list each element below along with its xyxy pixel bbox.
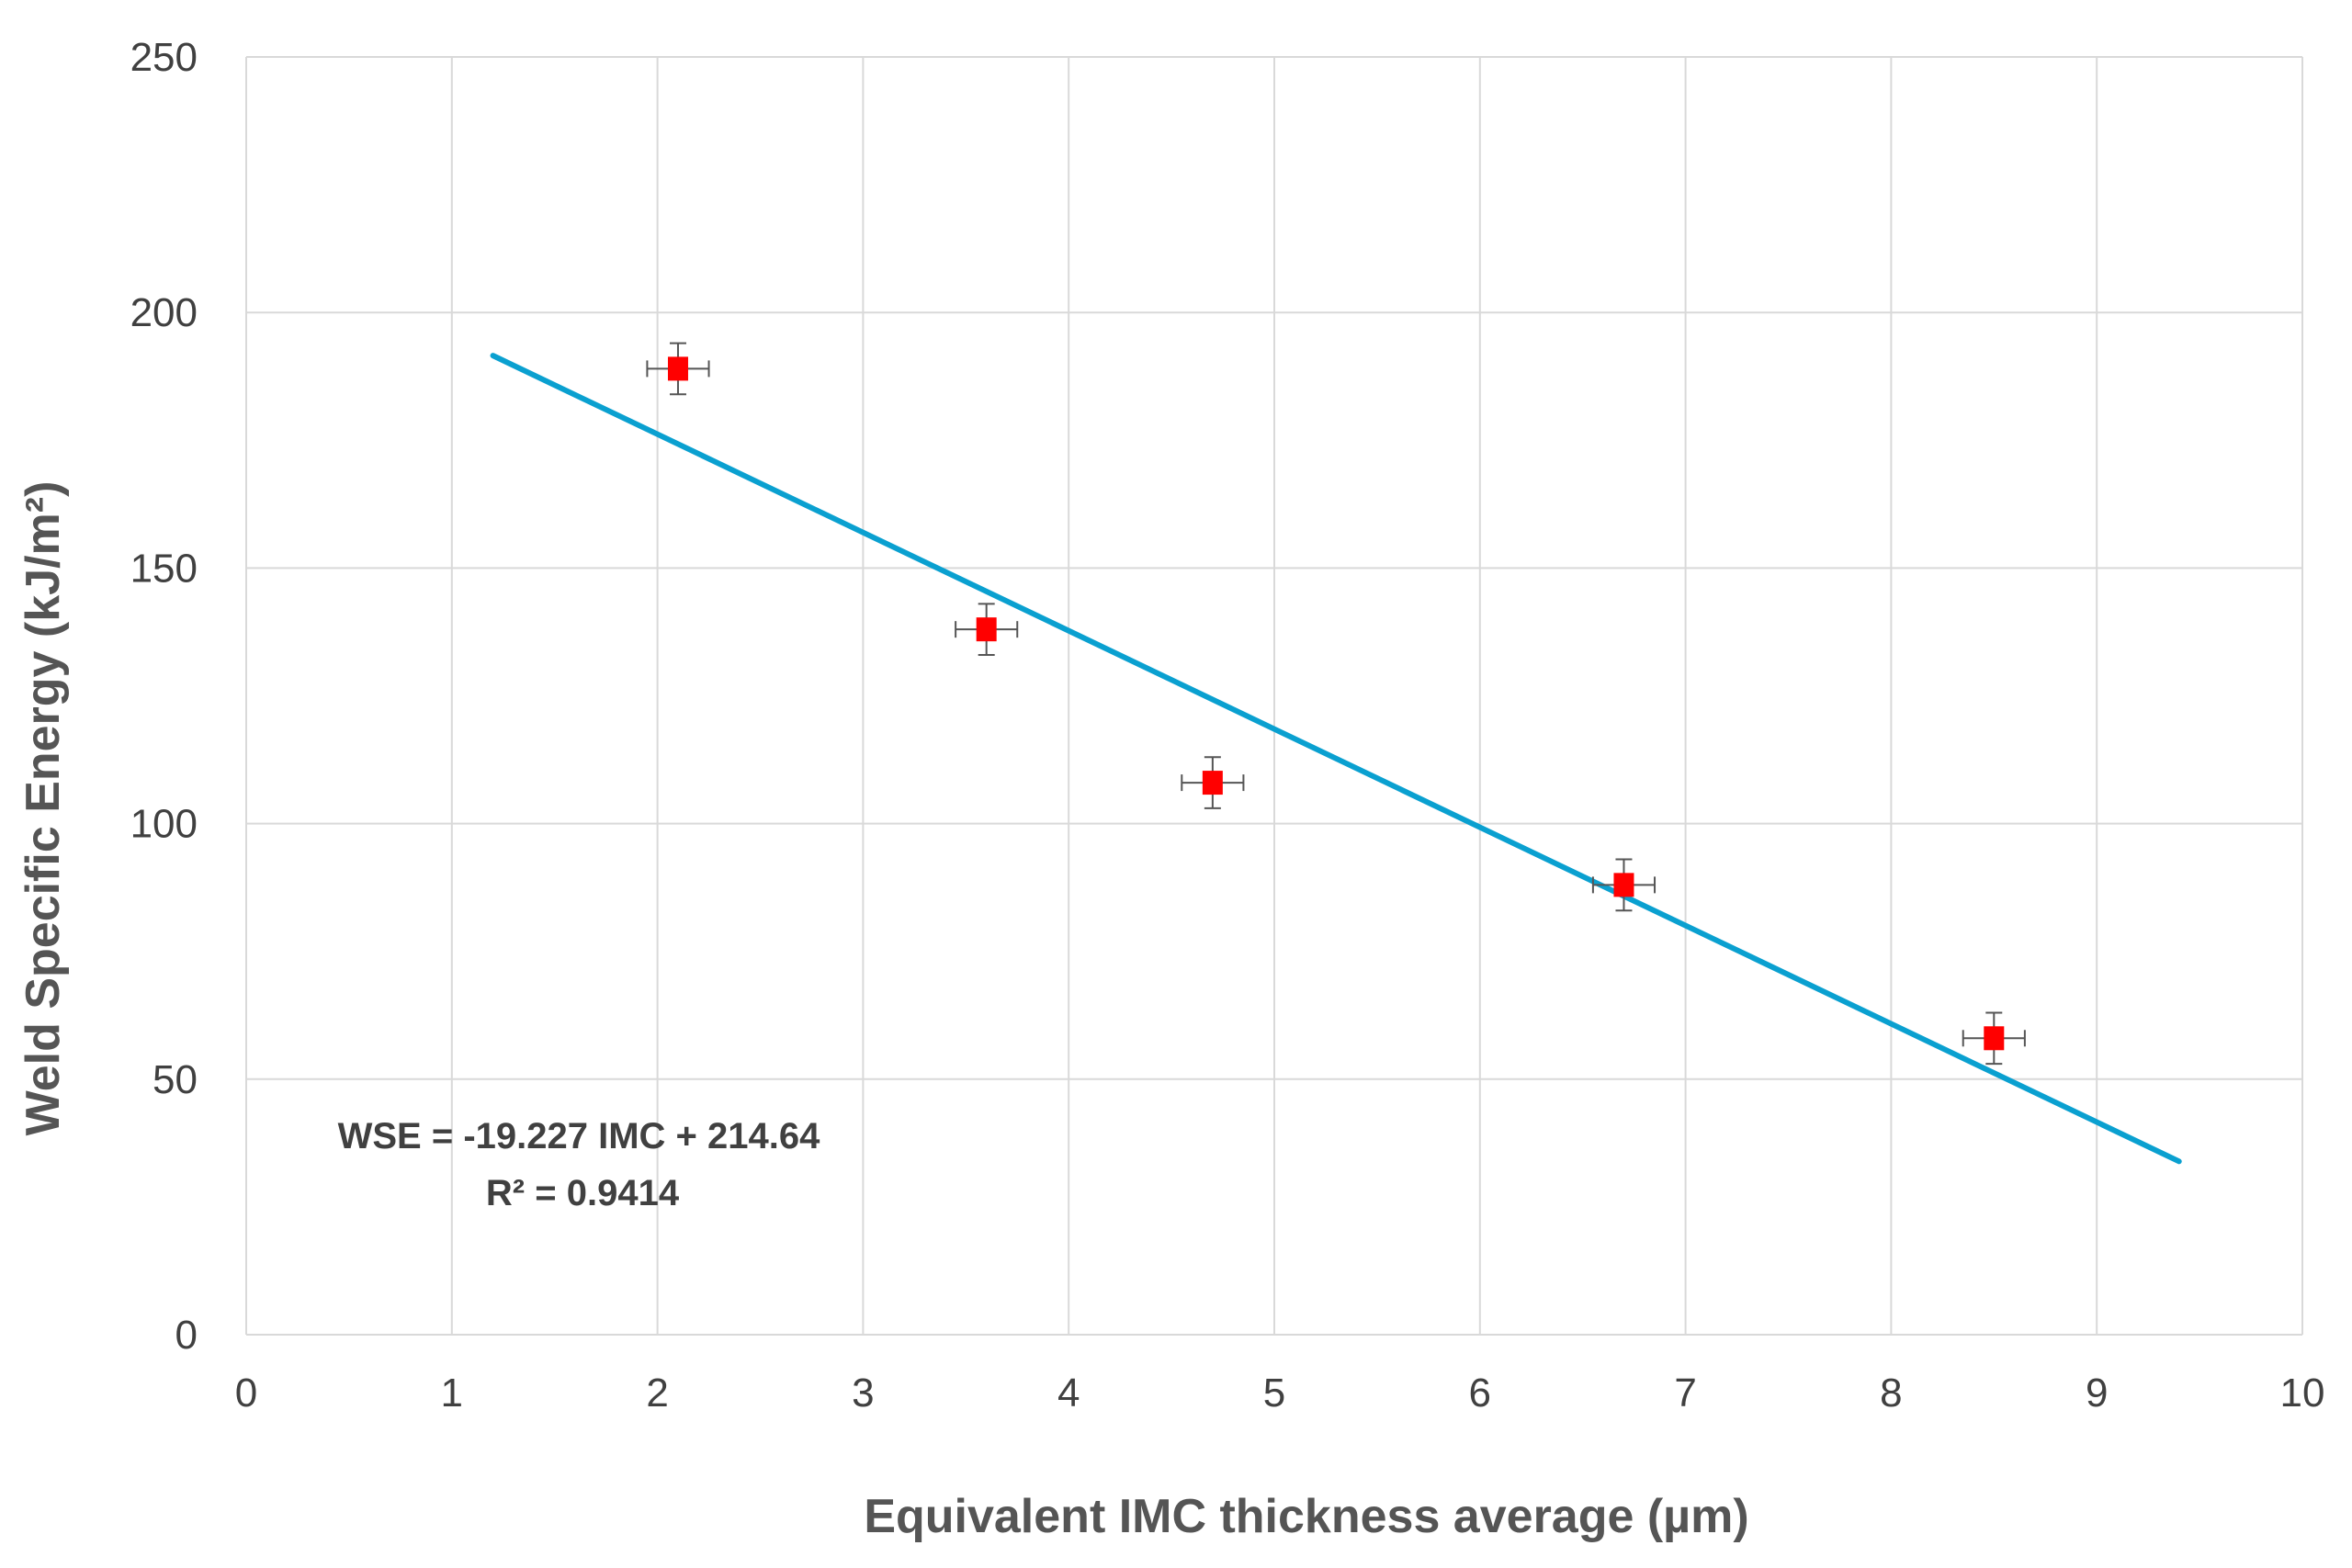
x-axis-title: Equivalent IMC thickness average (µm) (864, 1490, 1748, 1543)
x-tick-label: 1 (441, 1371, 463, 1416)
x-tick-label: 7 (1674, 1371, 1696, 1416)
y-tick-label: 50 (153, 1057, 198, 1102)
y-tick-labels: 0 50 100 150 200 250 (130, 35, 198, 1358)
trendline (490, 353, 2182, 1165)
x-tick-label: 3 (852, 1371, 874, 1416)
x-tick-labels: 0 1 2 3 4 5 6 7 8 9 10 (235, 1371, 2325, 1416)
x-tick-label: 10 (2280, 1371, 2325, 1416)
grid (245, 56, 2303, 1336)
x-tick-label: 9 (2086, 1371, 2108, 1416)
data-point-marker (1984, 1026, 2005, 1051)
trendline-equation: WSE = -19.227 IMC + 214.64 (338, 1116, 820, 1156)
data-point-marker (1613, 873, 1634, 897)
y-tick-label: 200 (130, 290, 198, 335)
y-tick-label: 100 (130, 802, 198, 847)
x-tick-label: 8 (1880, 1371, 1902, 1416)
x-tick-label: 2 (646, 1371, 668, 1416)
data-point-marker (1202, 771, 1223, 795)
y-tick-label: 250 (130, 35, 198, 80)
r-squared: R² = 0.9414 (486, 1173, 680, 1213)
x-tick-label: 5 (1263, 1371, 1285, 1416)
data-point-marker (667, 356, 688, 381)
y-axis-title: Weld Specific Energy (kJ/m²) (17, 481, 70, 1136)
data-points (646, 342, 2026, 1066)
data-point-marker (976, 617, 997, 642)
y-tick-label: 0 (175, 1313, 198, 1358)
x-tick-label: 6 (1469, 1371, 1491, 1416)
trendline-group (490, 353, 2182, 1165)
y-tick-label: 150 (130, 546, 198, 591)
x-tick-label: 0 (235, 1371, 257, 1416)
x-tick-label: 4 (1057, 1371, 1080, 1416)
